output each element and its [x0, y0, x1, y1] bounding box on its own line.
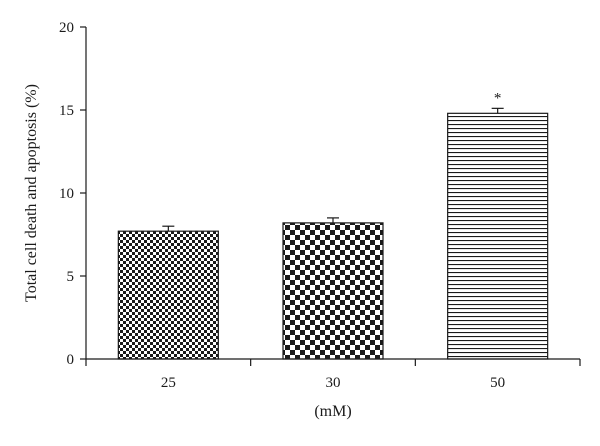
y-tick-label: 15: [59, 103, 74, 119]
y-tick-label: 5: [67, 269, 75, 285]
significance-marker: *: [494, 90, 502, 106]
x-tick-label-50: 50: [490, 375, 505, 391]
y-tick-label: 20: [59, 20, 74, 36]
plot-area: 25 30 * 50 0 5 10 15 20: [59, 20, 581, 391]
y-tick-label: 10: [59, 186, 74, 202]
x-tick-label-25: 25: [161, 375, 176, 391]
bar-25: [117, 230, 219, 360]
y-axis-title: Total cell death and apoptosis (%): [23, 84, 40, 302]
bar-50: [447, 112, 549, 360]
x-tick-label-30: 30: [326, 375, 341, 391]
bar-30: [282, 222, 384, 360]
x-axis-title: (mM): [314, 403, 351, 420]
y-tick-label: 0: [67, 352, 75, 368]
